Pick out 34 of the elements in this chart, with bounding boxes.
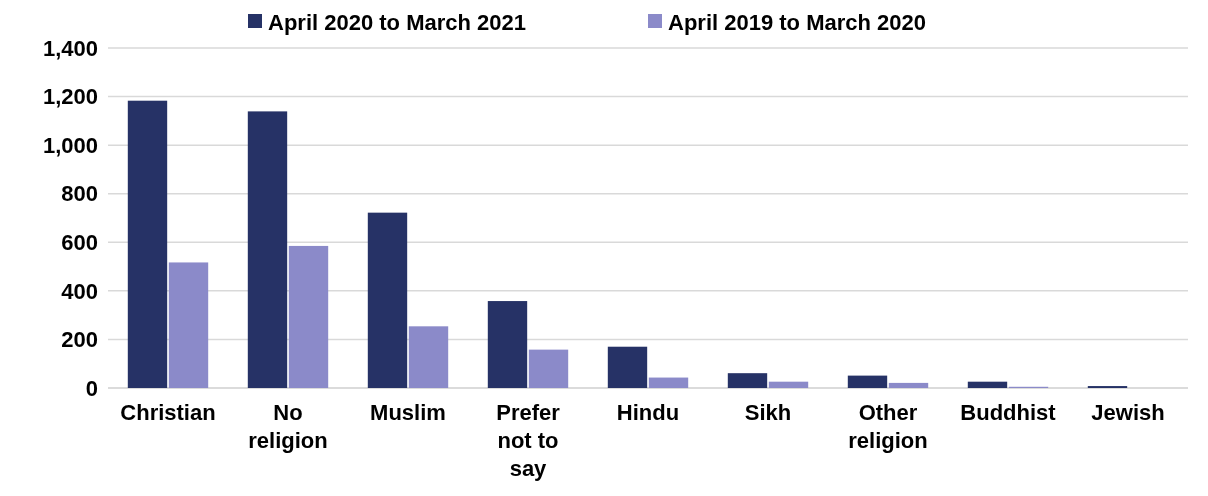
bar [288,245,329,388]
bar [367,212,408,388]
x-tick-label: Hindu [616,400,680,425]
bar [727,373,768,388]
x-tick-label: Prefer not to say [496,400,561,481]
bar [847,375,888,388]
bar [487,301,528,388]
y-tick-label: 1,000 [42,132,98,158]
bar [967,381,1008,388]
y-tick-label: 0 [85,375,98,401]
x-tick-label: Jewish [1091,400,1165,425]
bar [768,381,809,388]
x-tick-label: Other religion [848,400,928,453]
y-tick-label: 400 [61,278,98,304]
bar [168,262,209,388]
bar [247,111,288,388]
x-tick-label: No religion [248,400,328,453]
y-tick-label: 800 [61,181,98,207]
bar [127,100,168,388]
x-tick-label: Christian [120,400,216,425]
legend-label: April 2019 to March 2020 [668,9,927,35]
bar [528,349,569,388]
x-tick-label: Buddhist [960,400,1057,425]
bar [607,346,648,388]
y-tick-label: 1,400 [42,35,98,61]
bar [408,326,449,388]
x-tick-label: Muslim [370,400,446,425]
bar [648,377,689,388]
legend-label: April 2020 to March 2021 [268,9,527,35]
y-tick-label: 200 [61,327,98,353]
x-tick-label: Sikh [744,400,792,425]
y-tick-label: 1,200 [42,84,98,110]
y-tick-label: 600 [61,229,98,255]
bar [888,382,929,388]
